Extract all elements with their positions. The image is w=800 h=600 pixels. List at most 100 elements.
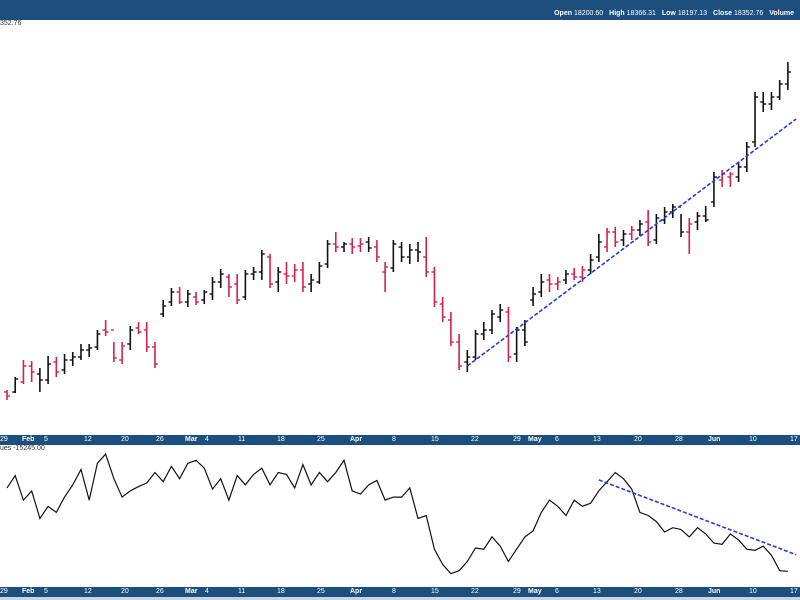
ohlc-bar	[604, 228, 611, 252]
date-tick-label: 26	[156, 436, 164, 443]
date-tick-label: 28	[675, 588, 683, 595]
ohlc-bar	[316, 262, 323, 284]
bottom-band	[0, 597, 800, 600]
ohlc-bar	[20, 360, 27, 384]
ohlc-readout: Open 18200.60 High 18366.31 Low 18197.13…	[554, 10, 794, 17]
high-label: High	[609, 10, 625, 17]
ohlc-bar	[86, 344, 93, 357]
ohlc-bar	[127, 326, 134, 350]
date-tick-label: 17	[790, 588, 798, 595]
ohlc-bar	[283, 262, 290, 284]
ohlc-bar	[168, 288, 175, 306]
ohlc-bar	[267, 254, 274, 288]
date-tick-label: 25	[317, 436, 325, 443]
ohlc-bar	[61, 354, 68, 374]
indicator-panel-label: ues -15245.00	[0, 445, 45, 452]
ohlc-bar	[184, 290, 191, 307]
ohlc-bar	[193, 292, 200, 305]
ohlc-bar	[176, 287, 183, 304]
date-tick-label: Apr	[350, 588, 363, 595]
ohlc-bar	[398, 242, 405, 262]
date-tick-label: 18	[277, 588, 285, 595]
ohlc-bar	[373, 240, 380, 262]
ohlc-bar	[620, 230, 627, 246]
ohlc-bar	[102, 320, 109, 336]
ohlc-bar	[275, 267, 282, 292]
date-tick-label: Mar	[185, 588, 198, 595]
date-tick-label: Jun	[708, 436, 721, 443]
ohlc-bar	[752, 92, 759, 147]
ohlc-bar	[4, 390, 10, 400]
date-tick-label: 15	[431, 436, 439, 443]
ohlc-bar	[324, 240, 331, 268]
date-tick-label: May	[528, 436, 542, 443]
date-tick-label: Jun	[708, 588, 721, 595]
date-tick-label: 5	[44, 588, 48, 595]
price-bars-group	[4, 62, 791, 400]
ohlc-bar	[439, 297, 446, 322]
ohlc-bar	[645, 210, 652, 246]
ohlc-bar	[546, 274, 553, 292]
date-tick-label: 4	[205, 436, 209, 443]
ohlc-bar	[308, 274, 315, 292]
date-tick-label: 6	[555, 588, 559, 595]
ohlc-bar	[488, 310, 495, 334]
ohlc-bar	[464, 350, 471, 372]
ohlc-bar	[595, 234, 602, 262]
volume-label: Volume	[769, 10, 794, 17]
date-tick-label: 8	[392, 436, 396, 443]
ohlc-bar	[513, 327, 520, 362]
ohlc-bar	[390, 240, 397, 272]
date-tick-label: May	[528, 588, 542, 595]
date-tick-label: 12	[84, 588, 92, 595]
date-tick-label: Feb	[22, 588, 35, 595]
ohlc-bar	[686, 218, 693, 254]
ohlc-bar	[110, 329, 117, 362]
ohlc-bar	[45, 356, 52, 384]
low-value: 18197.13	[677, 10, 708, 17]
date-tick-label: Apr	[350, 436, 363, 443]
date-tick-label: 29	[0, 436, 8, 443]
date-tick-label: 29	[513, 436, 521, 443]
ohlc-bar	[119, 342, 126, 364]
date-tick-label: 28	[675, 436, 683, 443]
ohlc-bar	[760, 92, 767, 112]
ohlc-bar	[694, 212, 701, 230]
ohlc-bar	[456, 334, 463, 370]
date-tick-label: 4	[205, 588, 209, 595]
ohlc-bar	[365, 237, 372, 252]
indicator-trendline-group	[598, 479, 797, 556]
ohlc-bar	[151, 342, 158, 368]
date-axis-bottom: 29 Feb 5 12 20 26 Mar 4 11 18 25 Apr 8 15 22 29 May 6 13 20…	[0, 587, 800, 597]
ohlc-bar	[28, 361, 35, 382]
ohlc-bar	[538, 274, 545, 297]
ohlc-bar	[431, 267, 438, 307]
date-tick-label: 6	[555, 436, 559, 443]
ohlc-bar	[234, 274, 241, 304]
ohlc-bar	[250, 267, 257, 280]
date-tick-label: Mar	[185, 436, 198, 443]
date-tick-label: 25	[317, 588, 325, 595]
ohlc-bar	[258, 250, 265, 280]
ohlc-bar	[784, 62, 791, 90]
low-label: Low	[661, 10, 676, 17]
date-tick-label: 13	[593, 436, 601, 443]
date-tick-label: 8	[392, 588, 396, 595]
ohlc-bar	[160, 300, 167, 317]
date-tick-label: 20	[634, 436, 642, 443]
ohlc-bar	[135, 322, 142, 334]
indicator-series-line	[6, 452, 788, 575]
date-tick-label: 11	[238, 436, 246, 443]
ohlc-bar	[77, 344, 84, 360]
ohlc-bar	[201, 290, 208, 304]
high-value: 18366.31	[626, 10, 656, 17]
ohlc-bar	[299, 262, 306, 292]
date-tick-label: Feb	[22, 436, 35, 443]
ohlc-bar	[678, 206, 685, 237]
ohlc-bar	[242, 270, 249, 300]
ohlc-bar	[628, 226, 635, 240]
ohlc-bar	[217, 269, 224, 288]
ohlc-bar	[423, 237, 430, 277]
ohlc-bar	[143, 322, 150, 352]
